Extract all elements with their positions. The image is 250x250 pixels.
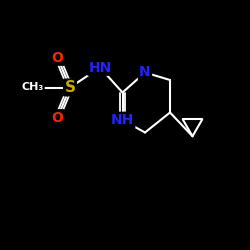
Text: NH: NH: [111, 113, 134, 127]
Text: O: O: [52, 110, 64, 124]
Text: S: S: [64, 80, 76, 95]
Text: O: O: [52, 50, 64, 64]
Text: CH₃: CH₃: [22, 82, 44, 92]
Text: HN: HN: [88, 60, 112, 74]
Text: N: N: [139, 66, 151, 80]
